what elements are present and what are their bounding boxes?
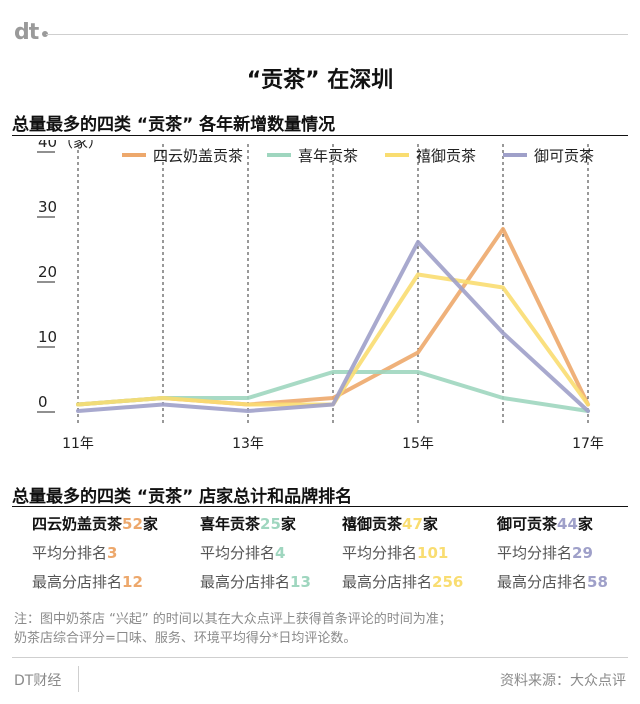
legend-label: 御可贡茶 xyxy=(534,147,594,165)
avg-rank-label: 平均分排名 xyxy=(200,544,276,562)
count-unit: 家 xyxy=(280,515,296,533)
avg-rank-value: 4 xyxy=(275,544,286,562)
brand-total: 御可贡茶44家 xyxy=(497,513,640,534)
top-rank-label: 最高分店排名 xyxy=(342,573,433,591)
legend-label: 喜年贡茶 xyxy=(298,147,358,165)
brand-count: 47 xyxy=(402,515,423,533)
source-label: 资料来源：大众点评 xyxy=(500,673,626,689)
stats-section-rule xyxy=(12,506,628,507)
stats-section-title: 总量最多的四类 “贡茶” 店家总计和品牌排名 xyxy=(12,487,353,507)
top-rank-label: 最高分店排名 xyxy=(200,573,291,591)
brand-name: 四云奶盖贡茶 xyxy=(32,515,123,533)
chart-section-rule xyxy=(12,135,628,136)
footer-separator xyxy=(78,666,79,692)
stat-column: 禧御贡茶47家 平均分排名101 最高分店排名256 xyxy=(342,513,492,592)
top-rank-value: 12 xyxy=(122,573,143,591)
brand-name: 御可贡茶 xyxy=(497,515,558,533)
page-title: “贡茶” 在深圳 xyxy=(246,68,394,93)
brand-count: 52 xyxy=(122,515,143,533)
brand-total: 四云奶盖贡茶52家 xyxy=(32,513,182,534)
top-rank-label: 最高分店排名 xyxy=(497,573,588,591)
top-rank: 最高分店排名13 xyxy=(200,571,350,592)
footnote-line: 注：图中奶茶店 “兴起” 的时间以其在大众点评上获得首条评论的时间为准； xyxy=(14,612,452,627)
avg-rank-value: 29 xyxy=(572,544,593,562)
count-unit: 家 xyxy=(142,515,158,533)
footnote-line: 奶茶店综合评分=口味、服务、环境平均得分*日均评论数。 xyxy=(14,631,357,646)
legend-label: 禧御贡茶 xyxy=(416,147,476,165)
series-line xyxy=(76,240,590,413)
avg-rank-value: 101 xyxy=(417,544,449,562)
count-unit: 家 xyxy=(422,515,438,533)
brand-label: DT财经 xyxy=(14,673,62,689)
avg-rank: 平均分排名3 xyxy=(32,542,182,563)
brand-name: 喜年贡茶 xyxy=(200,515,261,533)
top-rank-value: 13 xyxy=(290,573,311,591)
top-rank: 最高分店排名256 xyxy=(342,571,492,592)
avg-rank-label: 平均分排名 xyxy=(497,544,573,562)
brand-count: 25 xyxy=(260,515,281,533)
top-rank-value: 256 xyxy=(432,573,464,591)
y-tick-label: 0 xyxy=(38,393,48,411)
y-unit-label: （家） xyxy=(58,140,103,151)
x-tick-label: 15年 xyxy=(402,436,434,452)
avg-rank-label: 平均分排名 xyxy=(32,544,108,562)
footer-rule xyxy=(12,657,628,658)
brand-total: 喜年贡茶25家 xyxy=(200,513,350,534)
stat-column: 御可贡茶44家 平均分排名29 最高分店排名58 xyxy=(497,513,640,592)
logo-dot xyxy=(42,31,48,37)
legend-label: 四云奶盖贡茶 xyxy=(153,147,243,165)
y-tick-label: 40 xyxy=(38,140,57,151)
footnote: 注：图中奶茶店 “兴起” 的时间以其在大众点评上获得首条评论的时间为准； 奶茶店… xyxy=(14,610,452,648)
y-tick-label: 20 xyxy=(38,263,57,281)
x-tick-label: 13年 xyxy=(232,436,264,452)
stat-column: 喜年贡茶25家 平均分排名4 最高分店排名13 xyxy=(200,513,350,592)
avg-rank-value: 3 xyxy=(107,544,118,562)
dt-logo: dt xyxy=(14,20,39,45)
y-tick-label: 30 xyxy=(38,198,57,216)
brand-total: 禧御贡茶47家 xyxy=(342,513,492,534)
avg-rank: 平均分排名4 xyxy=(200,542,350,563)
y-tick-label: 10 xyxy=(38,328,57,346)
stat-column: 四云奶盖贡茶52家 平均分排名3 最高分店排名12 xyxy=(32,513,182,592)
x-tick-label: 17年 xyxy=(572,436,604,452)
count-unit: 家 xyxy=(577,515,593,533)
avg-rank-label: 平均分排名 xyxy=(342,544,418,562)
top-rank: 最高分店排名58 xyxy=(497,571,640,592)
top-rank: 最高分店排名12 xyxy=(32,571,182,592)
x-tick-label: 11年 xyxy=(62,436,94,452)
avg-rank: 平均分排名29 xyxy=(497,542,640,563)
avg-rank: 平均分排名101 xyxy=(342,542,492,563)
brand-count: 44 xyxy=(557,515,578,533)
top-rank-value: 58 xyxy=(587,573,608,591)
top-rank-label: 最高分店排名 xyxy=(32,573,123,591)
line-chart: 0 10 20 30 40 （家） 11年 13年 15年 17年 四云奶盖贡茶 喜年贡茶 禧御贡茶 御可… xyxy=(37,140,604,452)
brand-name: 禧御贡茶 xyxy=(342,515,403,533)
header-rule xyxy=(46,34,628,35)
chart-section-title: 总量最多的四类 “贡茶” 各年新增数量情况 xyxy=(12,115,336,135)
